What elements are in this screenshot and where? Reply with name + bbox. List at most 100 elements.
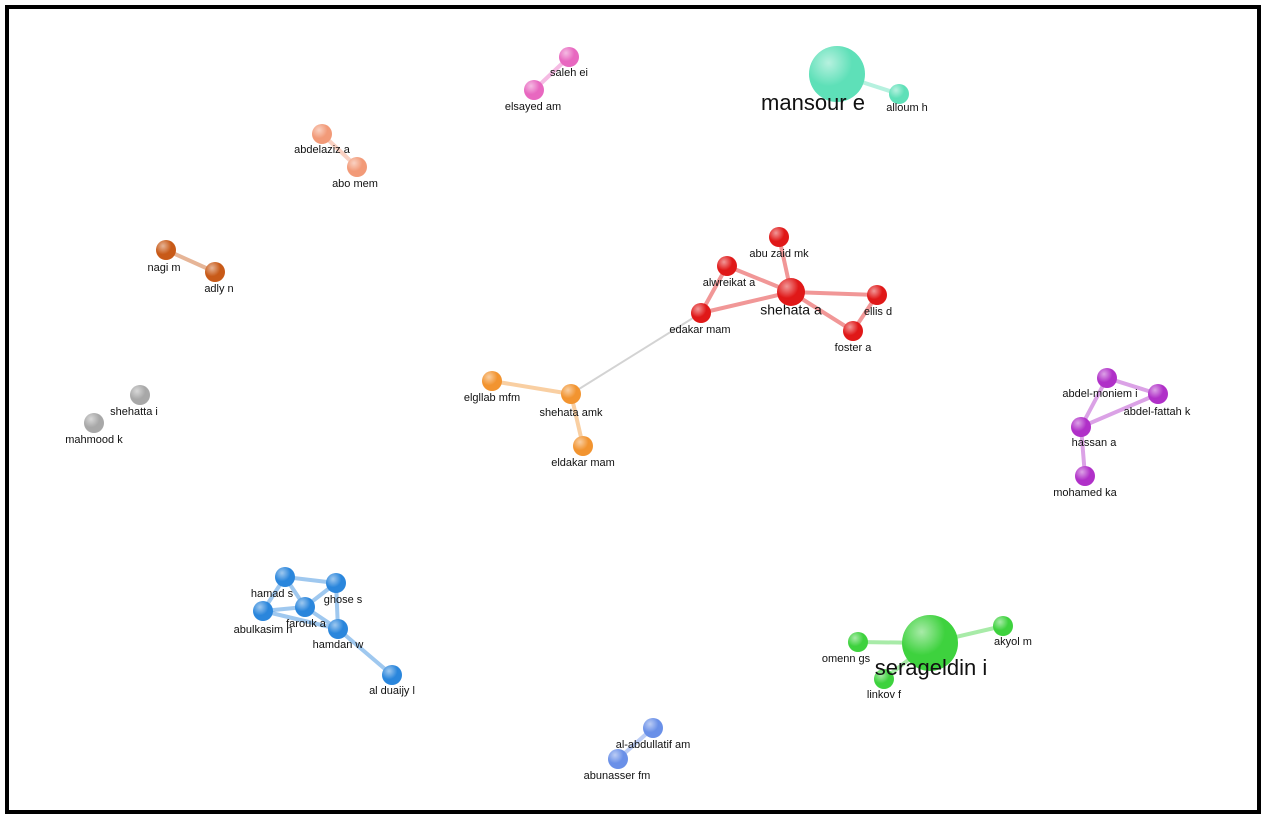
node-label: alwreikat a [703, 277, 756, 289]
edge-edakar-shehata_a [699, 290, 793, 315]
node-abuzaid[interactable] [769, 227, 789, 247]
node-label: mahmood k [65, 434, 123, 446]
node-alabdullatif[interactable] [643, 718, 663, 738]
node-alloum[interactable] [889, 84, 909, 104]
node-saleh[interactable] [559, 47, 579, 67]
node-label: abo mem [332, 178, 378, 190]
node-adly[interactable] [205, 262, 225, 282]
node-highlight [843, 321, 863, 341]
node-highlight [848, 632, 868, 652]
node-highlight [867, 285, 887, 305]
node-label: linkov f [867, 689, 902, 701]
node-abdelfattah[interactable] [1148, 384, 1168, 404]
node-label: al duaijy l [369, 685, 415, 697]
node-highlight [156, 240, 176, 260]
node-linkov[interactable] [874, 669, 894, 689]
node-label: shehata amk [540, 407, 603, 419]
node-highlight [809, 46, 865, 102]
node-hamdan[interactable] [328, 619, 348, 639]
node-highlight [205, 262, 225, 282]
node-highlight [559, 47, 579, 67]
edge-abdelfattah-hassan [1079, 392, 1160, 429]
node-label: eldakar mam [551, 457, 615, 469]
node-label: abu zaid mk [749, 248, 809, 260]
node-highlight [643, 718, 663, 738]
nodes-layer [84, 46, 1168, 769]
node-label: al-abdullatif am [616, 739, 691, 751]
node-label: shehata a [760, 302, 822, 318]
node-shehata_amk[interactable] [561, 384, 581, 404]
node-abunasser[interactable] [608, 749, 628, 769]
labels-layer: saleh ei elsayed am mansour e alloum h abdel… [65, 67, 1191, 782]
node-abdelmoniem[interactable] [1097, 368, 1117, 388]
node-nagi[interactable] [156, 240, 176, 260]
node-highlight [84, 413, 104, 433]
node-alduaijy[interactable] [382, 665, 402, 685]
node-farouk[interactable] [295, 597, 315, 617]
node-label: serageldin i [875, 655, 988, 680]
node-highlight [524, 80, 544, 100]
node-label: abdel-moniem i [1062, 388, 1137, 400]
node-highlight [328, 619, 348, 639]
node-abulkasim[interactable] [253, 601, 273, 621]
node-label: abdelaziz a [294, 144, 351, 156]
node-shehatta[interactable] [130, 385, 150, 405]
node-highlight [1075, 466, 1095, 486]
node-foster[interactable] [843, 321, 863, 341]
node-mohamed[interactable] [1075, 466, 1095, 486]
node-elgllab[interactable] [482, 371, 502, 391]
node-highlight [889, 84, 909, 104]
node-elsayed[interactable] [524, 80, 544, 100]
node-label: adly n [204, 283, 233, 295]
node-highlight [769, 227, 789, 247]
diagram-frame [5, 5, 1261, 814]
node-highlight [902, 615, 958, 671]
node-label: saleh ei [550, 67, 588, 79]
node-label: edakar mam [669, 324, 730, 336]
node-alwreikat[interactable] [717, 256, 737, 276]
node-hamad[interactable] [275, 567, 295, 587]
edge-shehata_a-ellis [789, 290, 879, 297]
node-mansour[interactable] [809, 46, 865, 102]
node-highlight [275, 567, 295, 587]
node-label: ellis d [864, 306, 892, 318]
node-abomem[interactable] [347, 157, 367, 177]
node-akyol[interactable] [993, 616, 1013, 636]
node-highlight [347, 157, 367, 177]
edge-hamdan-alduaijy [336, 627, 394, 677]
node-serageldin[interactable] [902, 615, 958, 671]
node-label: elgllab mfm [464, 392, 520, 404]
node-omenn[interactable] [848, 632, 868, 652]
node-highlight [326, 573, 346, 593]
node-label: hamdan w [313, 639, 364, 651]
node-edakar[interactable] [691, 303, 711, 323]
node-ellis[interactable] [867, 285, 887, 305]
node-highlight [691, 303, 711, 323]
node-highlight [253, 601, 273, 621]
node-hassan[interactable] [1071, 417, 1091, 437]
node-label: abdel-fattah k [1124, 406, 1191, 418]
node-shehata_a[interactable] [777, 278, 805, 306]
node-label: ghose s [324, 594, 363, 606]
node-eldakar[interactable] [573, 436, 593, 456]
node-mahmood[interactable] [84, 413, 104, 433]
node-highlight [874, 669, 894, 689]
node-label: omenn gs [822, 653, 871, 665]
node-abdelaziz[interactable] [312, 124, 332, 144]
edge-abulkasim-hamdan [261, 609, 340, 631]
edges-layer [164, 55, 1160, 761]
node-highlight [1071, 417, 1091, 437]
node-highlight [312, 124, 332, 144]
node-highlight [130, 385, 150, 405]
node-label: hassan a [1072, 437, 1118, 449]
node-ghose[interactable] [326, 573, 346, 593]
node-highlight [295, 597, 315, 617]
node-highlight [573, 436, 593, 456]
node-label: shehatta i [110, 406, 158, 418]
edge-edakar-shehata_amk [570, 312, 702, 395]
node-highlight [717, 256, 737, 276]
node-highlight [1097, 368, 1117, 388]
node-label: hamad s [251, 588, 294, 600]
node-label: nagi m [147, 262, 180, 274]
